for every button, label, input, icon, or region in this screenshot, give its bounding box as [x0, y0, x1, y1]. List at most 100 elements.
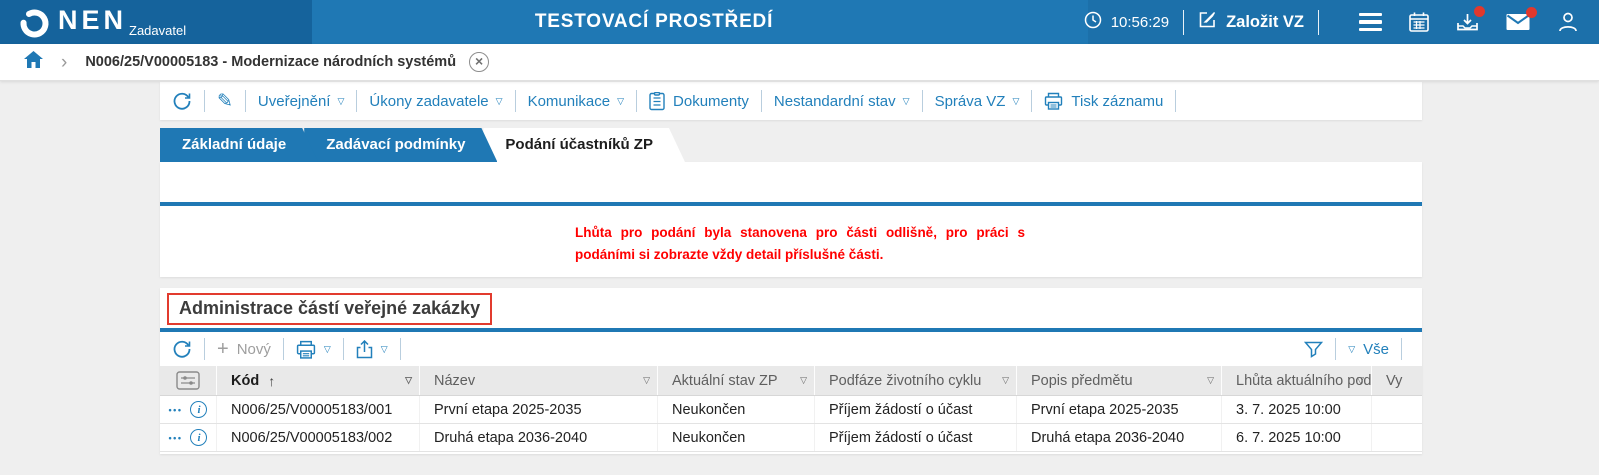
column-header-nazev[interactable]: Název ▽	[420, 366, 658, 395]
column-header-popis[interactable]: Popis předmětu ▽	[1017, 366, 1222, 395]
document-icon	[649, 91, 665, 110]
environment-title: TESTOVACÍ PROSTŘEDÍ	[534, 11, 774, 32]
downloads-tray-icon[interactable]	[1456, 6, 1485, 33]
tab-content-panel: Lhůta pro podání byla stanovena pro část…	[160, 162, 1422, 277]
cell-lhuta: 6. 7. 2025 10:00	[1222, 424, 1372, 451]
record-toolbar: ✎ Uveřejnění ▽ Úkony zadavatele ▽ Komunika…	[160, 82, 1422, 120]
new-button-disabled[interactable]: + Nový	[217, 338, 271, 360]
home-icon[interactable]	[24, 51, 43, 73]
deadline-warning-text: Lhůta pro podání byla stanovena pro část…	[575, 225, 1025, 262]
breadcrumb: › N006/25/V00005183 - Modernizace národn…	[0, 44, 1599, 81]
menu-nestandardni-stav[interactable]: Nestandardní stav ▽	[773, 92, 910, 110]
calendar-icon[interactable]	[1408, 11, 1430, 33]
column-filter-icon[interactable]: ▽	[800, 375, 807, 385]
lots-administration-panel: Administrace částí veřejné zakázky + Nov…	[160, 288, 1422, 454]
chevron-down-icon: ▽	[902, 95, 910, 106]
column-header-lhuta[interactable]: Lhůta aktuálního podání ▽	[1222, 366, 1372, 395]
print-record-button[interactable]: Tisk záznamu	[1044, 92, 1163, 110]
chevron-down-icon: ▽	[337, 95, 345, 106]
filter-icon[interactable]	[1304, 341, 1324, 358]
create-vz-label: Založit VZ	[1226, 12, 1304, 31]
chevron-down-icon: ▽	[617, 95, 625, 106]
cell-nazev: První etapa 2025-2035	[420, 396, 658, 423]
cell-podfaze: Příjem žádostí o účast	[815, 396, 1017, 423]
column-settings-icon	[176, 371, 200, 390]
cell-kod: N006/25/V00005183/002	[217, 424, 420, 451]
menu-dokumenty[interactable]: Dokumenty	[649, 91, 749, 111]
grid-refresh-icon[interactable]	[172, 339, 192, 359]
chevron-down-icon: ▽	[1012, 95, 1020, 106]
info-icon[interactable]: i	[190, 401, 208, 418]
row-actions-icon[interactable]: •••	[168, 404, 183, 415]
cell-vy-clipped	[1372, 396, 1422, 423]
column-header-podfaze[interactable]: Podfáze životního cyklu ▽	[815, 366, 1017, 395]
table-row[interactable]: ••• i N006/25/V00005183/002 Druhá etapa …	[160, 424, 1422, 452]
column-filter-icon[interactable]: ▽	[1002, 375, 1009, 385]
table-header: Kód ↑ ▽ Název ▽ Aktuální stav ZP ▽ Podfá…	[160, 366, 1422, 396]
cell-stav: Neukončen	[658, 424, 815, 451]
topbar-left-shade	[0, 0, 312, 44]
clock: 10:56:29	[1084, 11, 1169, 34]
cell-vy-clipped	[1372, 424, 1422, 451]
cell-podfaze: Příjem žádostí o účast	[815, 424, 1017, 451]
column-header-vy-clipped[interactable]: Vy	[1386, 372, 1403, 389]
menu-komunikace[interactable]: Komunikace ▽	[527, 92, 625, 110]
accent-divider	[160, 328, 1422, 332]
cell-lhuta: 3. 7. 2025 10:00	[1222, 396, 1372, 423]
breadcrumb-close-icon[interactable]: ×	[469, 52, 490, 72]
column-header-kod[interactable]: Kód ↑ ▽	[217, 366, 420, 395]
tab-zakladni-udaje[interactable]: Základní údaje	[160, 128, 318, 162]
column-filter-icon[interactable]: ▽	[643, 375, 650, 385]
grid-toolbar: + Nový ▽ ▽ ▽ Vše	[160, 332, 1422, 366]
nen-logo-ring-icon	[18, 7, 51, 45]
column-settings-cell[interactable]	[160, 366, 217, 395]
refresh-icon[interactable]	[172, 91, 192, 111]
chevron-down-icon: ▽	[495, 95, 503, 106]
chevron-down-icon: ▽	[380, 343, 388, 354]
chevron-down-icon: ▽	[323, 343, 331, 354]
chevron-down-icon: ▽	[1348, 343, 1356, 354]
edit-icon[interactable]: ✎	[217, 90, 233, 112]
export-icon	[356, 339, 373, 358]
column-header-aktualni-stav[interactable]: Aktuální stav ZP ▽	[658, 366, 815, 395]
grid-print-button[interactable]: ▽	[296, 340, 331, 359]
clock-icon	[1084, 11, 1102, 34]
grid-export-button[interactable]: ▽	[356, 339, 388, 359]
nen-logo[interactable]: NEN Zadavatel	[18, 3, 186, 45]
clock-time: 10:56:29	[1110, 13, 1170, 31]
mail-notification-dot	[1526, 7, 1537, 18]
section-title: Administrace částí veřejné zakázky	[179, 298, 481, 318]
cell-kod: N006/25/V00005183/001	[217, 396, 420, 423]
breadcrumb-chevron-icon: ›	[61, 51, 68, 73]
compose-icon	[1198, 10, 1217, 34]
menu-icon[interactable]	[1359, 12, 1382, 32]
plus-icon: +	[217, 338, 229, 360]
printer-icon	[1045, 92, 1063, 110]
menu-sprava-vz[interactable]: Správa VZ ▽	[934, 92, 1020, 110]
table-row[interactable]: ••• i N006/25/V00005183/001 První etapa …	[160, 396, 1422, 424]
user-profile-icon[interactable]	[1557, 11, 1579, 33]
brand-name: NEN	[58, 5, 128, 35]
tab-bar: Základní údaje Zadávací podmínky Podání …	[160, 128, 671, 162]
accent-divider	[160, 202, 1422, 206]
menu-uverejneni[interactable]: Uveřejnění ▽	[257, 92, 345, 110]
column-filter-icon[interactable]: ▽	[405, 375, 412, 385]
filter-all-dropdown[interactable]: ▽ Vše	[1348, 340, 1389, 358]
section-title-highlight-box: Administrace částí veřejné zakázky	[167, 293, 493, 325]
column-filter-icon[interactable]: ▽	[1357, 375, 1364, 385]
column-filter-icon[interactable]: ▽	[1207, 375, 1214, 385]
cell-nazev: Druhá etapa 2036-2040	[420, 424, 658, 451]
mail-icon[interactable]	[1505, 7, 1537, 32]
topbar-divider	[1318, 9, 1319, 35]
topbar-divider	[1183, 9, 1185, 35]
downloads-notification-dot	[1474, 6, 1485, 17]
tab-zadavaci-podminky[interactable]: Zadávací podmínky	[304, 128, 497, 162]
brand-role-label: Zadavatel	[129, 23, 187, 38]
row-actions-icon[interactable]: •••	[168, 432, 183, 443]
create-vz-button[interactable]: Založit VZ	[1198, 10, 1304, 34]
info-icon[interactable]: i	[190, 429, 208, 446]
tab-podani-ucastniku-zp[interactable]: Podání účastníků ZP	[483, 128, 685, 162]
printer-icon	[296, 340, 316, 359]
menu-ukony-zadavatele[interactable]: Úkony zadavatele ▽	[369, 92, 503, 110]
breadcrumb-item[interactable]: N006/25/V00005183 - Modernizace národníc…	[85, 54, 457, 70]
